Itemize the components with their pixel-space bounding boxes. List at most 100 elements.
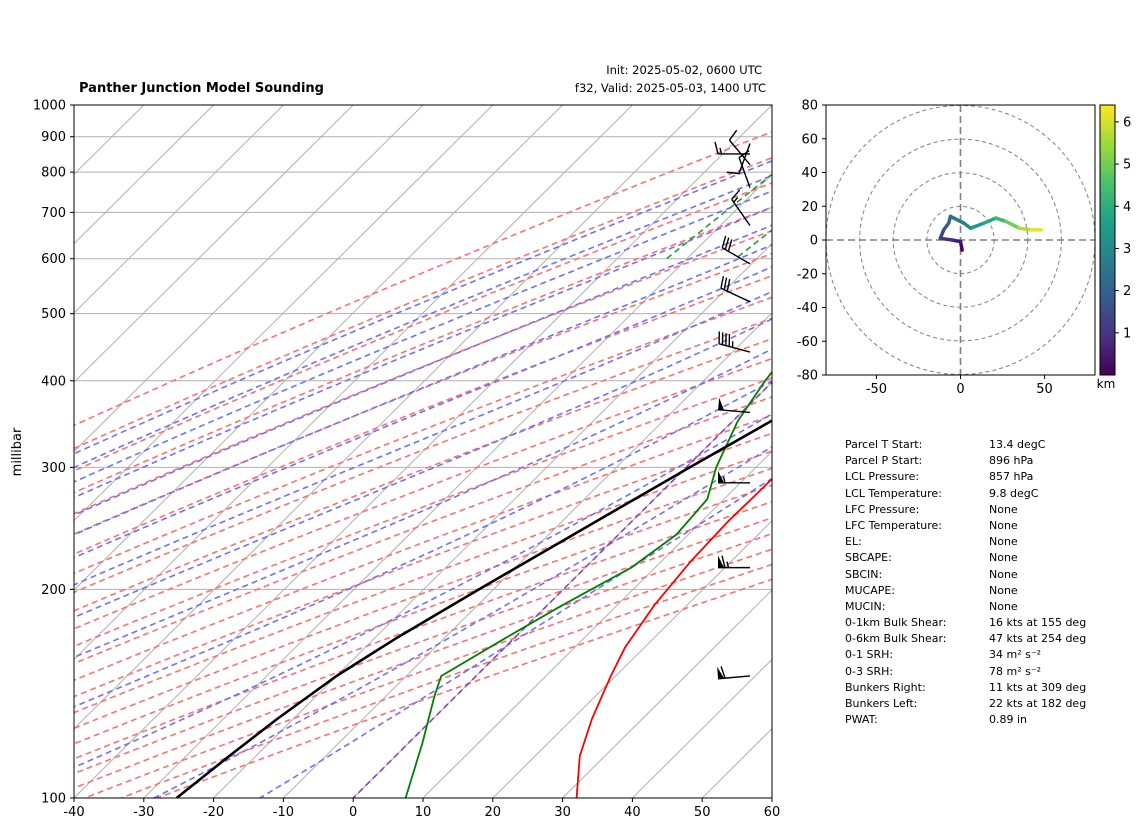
x-tick-label: -10 xyxy=(273,805,294,820)
barb-flag xyxy=(718,397,725,411)
dry-adiabat xyxy=(74,432,772,698)
skew-t-lines xyxy=(0,105,1125,798)
init-time: Init: 2025-05-02, 0600 UTC xyxy=(606,63,762,77)
barb-flag xyxy=(717,666,725,679)
x-tick-label: -40 xyxy=(63,805,84,820)
isotherm-line xyxy=(74,105,354,383)
moist-adiabat xyxy=(74,290,772,586)
moist-adiabat xyxy=(259,477,772,798)
parameter-value: None xyxy=(989,567,1018,581)
barb-shaft xyxy=(731,198,751,226)
hodo-y-tick-label: -60 xyxy=(797,335,818,350)
isotherm-line xyxy=(562,589,772,798)
moist-adiabat xyxy=(74,174,772,469)
moist-adiabat xyxy=(74,380,772,708)
x-tick-label: 40 xyxy=(624,805,641,820)
y-tick-label: 1000 xyxy=(33,99,66,114)
barb-half xyxy=(722,476,726,483)
colorbar-gradient xyxy=(1099,104,1116,376)
moist-adiabat xyxy=(74,190,772,483)
barb-full xyxy=(723,277,728,290)
parameter-label: 0-1 SRH: xyxy=(845,648,894,662)
dry-adiabat xyxy=(74,229,772,515)
y-axis-label: millibar xyxy=(10,427,25,476)
dry-adiabat xyxy=(74,532,772,789)
mixing-ratio-line xyxy=(918,105,1125,259)
wind-barb xyxy=(726,143,751,175)
barb-full xyxy=(721,235,727,248)
hodograph-segment xyxy=(968,221,986,230)
colorbar-ticks: 1 2 3 4 5 6 xyxy=(1115,115,1131,341)
barb-half xyxy=(719,147,723,155)
hodo-y-tick-label: 60 xyxy=(801,132,818,147)
hodo-y-tick-label: 80 xyxy=(801,99,818,114)
hodo-y-tick-label: 0 xyxy=(810,234,818,249)
colorbar-tick-label: 3 xyxy=(1123,242,1131,257)
moist-adiabat xyxy=(74,266,772,559)
hodograph-segment xyxy=(1017,226,1033,232)
colorbar-tick-label: 2 xyxy=(1123,284,1131,299)
parameter-label: LCL Pressure: xyxy=(845,470,920,484)
barb-shaft xyxy=(718,675,751,680)
isotherm-line xyxy=(632,658,772,798)
hodo-x-tick-label: -50 xyxy=(866,382,887,397)
hodo-x-tick-label: 50 xyxy=(1036,382,1053,397)
hodo-y-tick-label: 40 xyxy=(801,166,818,181)
barb-shaft xyxy=(721,247,751,265)
isotherm-line xyxy=(74,105,424,453)
parameter-label: 0-6km Bulk Shear: xyxy=(845,632,947,646)
parameter-value: None xyxy=(989,599,1018,613)
parameter-label: PWAT: xyxy=(845,713,878,727)
x-tick-label: -20 xyxy=(203,805,224,820)
barb-shaft xyxy=(718,343,751,353)
isotherm-line xyxy=(74,105,633,661)
parameter-label: 0-1km Bulk Shear: xyxy=(845,616,947,630)
hodograph-colorbar: 1 2 3 4 5 6 km xyxy=(1097,104,1131,391)
hodograph: -50 0 50 -80 -60 -40 -20 0 20 40 60 80 xyxy=(797,99,1096,397)
parameter-label: Parcel T Start: xyxy=(845,438,923,451)
parameter-value: 47 kts at 254 deg xyxy=(989,632,1087,646)
moist-adiabat xyxy=(74,206,772,499)
dry-adiabat xyxy=(120,563,772,798)
parameter-value: None xyxy=(989,502,1018,516)
dry-adiabat xyxy=(74,130,772,427)
dry-adiabat xyxy=(74,274,772,555)
barb-shaft xyxy=(728,139,751,166)
dry-adiabat xyxy=(74,156,772,450)
barb-shaft xyxy=(738,157,751,188)
isotherm-line xyxy=(422,450,772,798)
hodograph-segment xyxy=(938,236,954,242)
colorbar-tick-label: 5 xyxy=(1123,158,1131,173)
parameter-label: MUCAPE: xyxy=(845,583,896,597)
wind-barb xyxy=(718,555,750,569)
parameter-value: 896 hPa xyxy=(989,454,1034,468)
y-tick-label: 200 xyxy=(41,583,66,598)
x-tick-label: 50 xyxy=(694,805,711,820)
barb-shaft xyxy=(720,287,751,303)
parameter-value: None xyxy=(989,535,1018,549)
y-tick-label: 600 xyxy=(41,252,66,267)
parameter-value: 16 kts at 155 deg xyxy=(989,616,1087,630)
wind-barb xyxy=(717,666,751,680)
parameter-label: LCL Temperature: xyxy=(845,486,942,500)
wind-barb xyxy=(718,397,751,414)
parameter-value: 34 m² s⁻² xyxy=(989,648,1042,662)
hodo-y-tick-label: -20 xyxy=(797,267,818,282)
y-tick-label: 900 xyxy=(41,130,66,145)
dry-adiabat xyxy=(84,548,772,798)
dry-adiabat xyxy=(74,296,772,575)
barb-full xyxy=(720,276,725,289)
temperature-line xyxy=(575,477,772,798)
isotherm-line xyxy=(0,105,4,798)
y-tick-label: 300 xyxy=(41,461,66,476)
dry-adiabat xyxy=(74,377,772,648)
x-tick-label: 60 xyxy=(764,805,781,820)
dry-adiabat xyxy=(74,317,772,594)
valid-time: f32, Valid: 2025-05-03, 1400 UTC xyxy=(575,81,766,95)
parameter-value: 78 m² s⁻² xyxy=(989,664,1042,678)
moist-adiabat xyxy=(153,445,772,798)
parameter-value: 0.89 in xyxy=(989,713,1028,727)
parameter-value: None xyxy=(989,583,1018,597)
barb-half xyxy=(733,197,739,203)
y-tick-label: 100 xyxy=(41,792,66,807)
